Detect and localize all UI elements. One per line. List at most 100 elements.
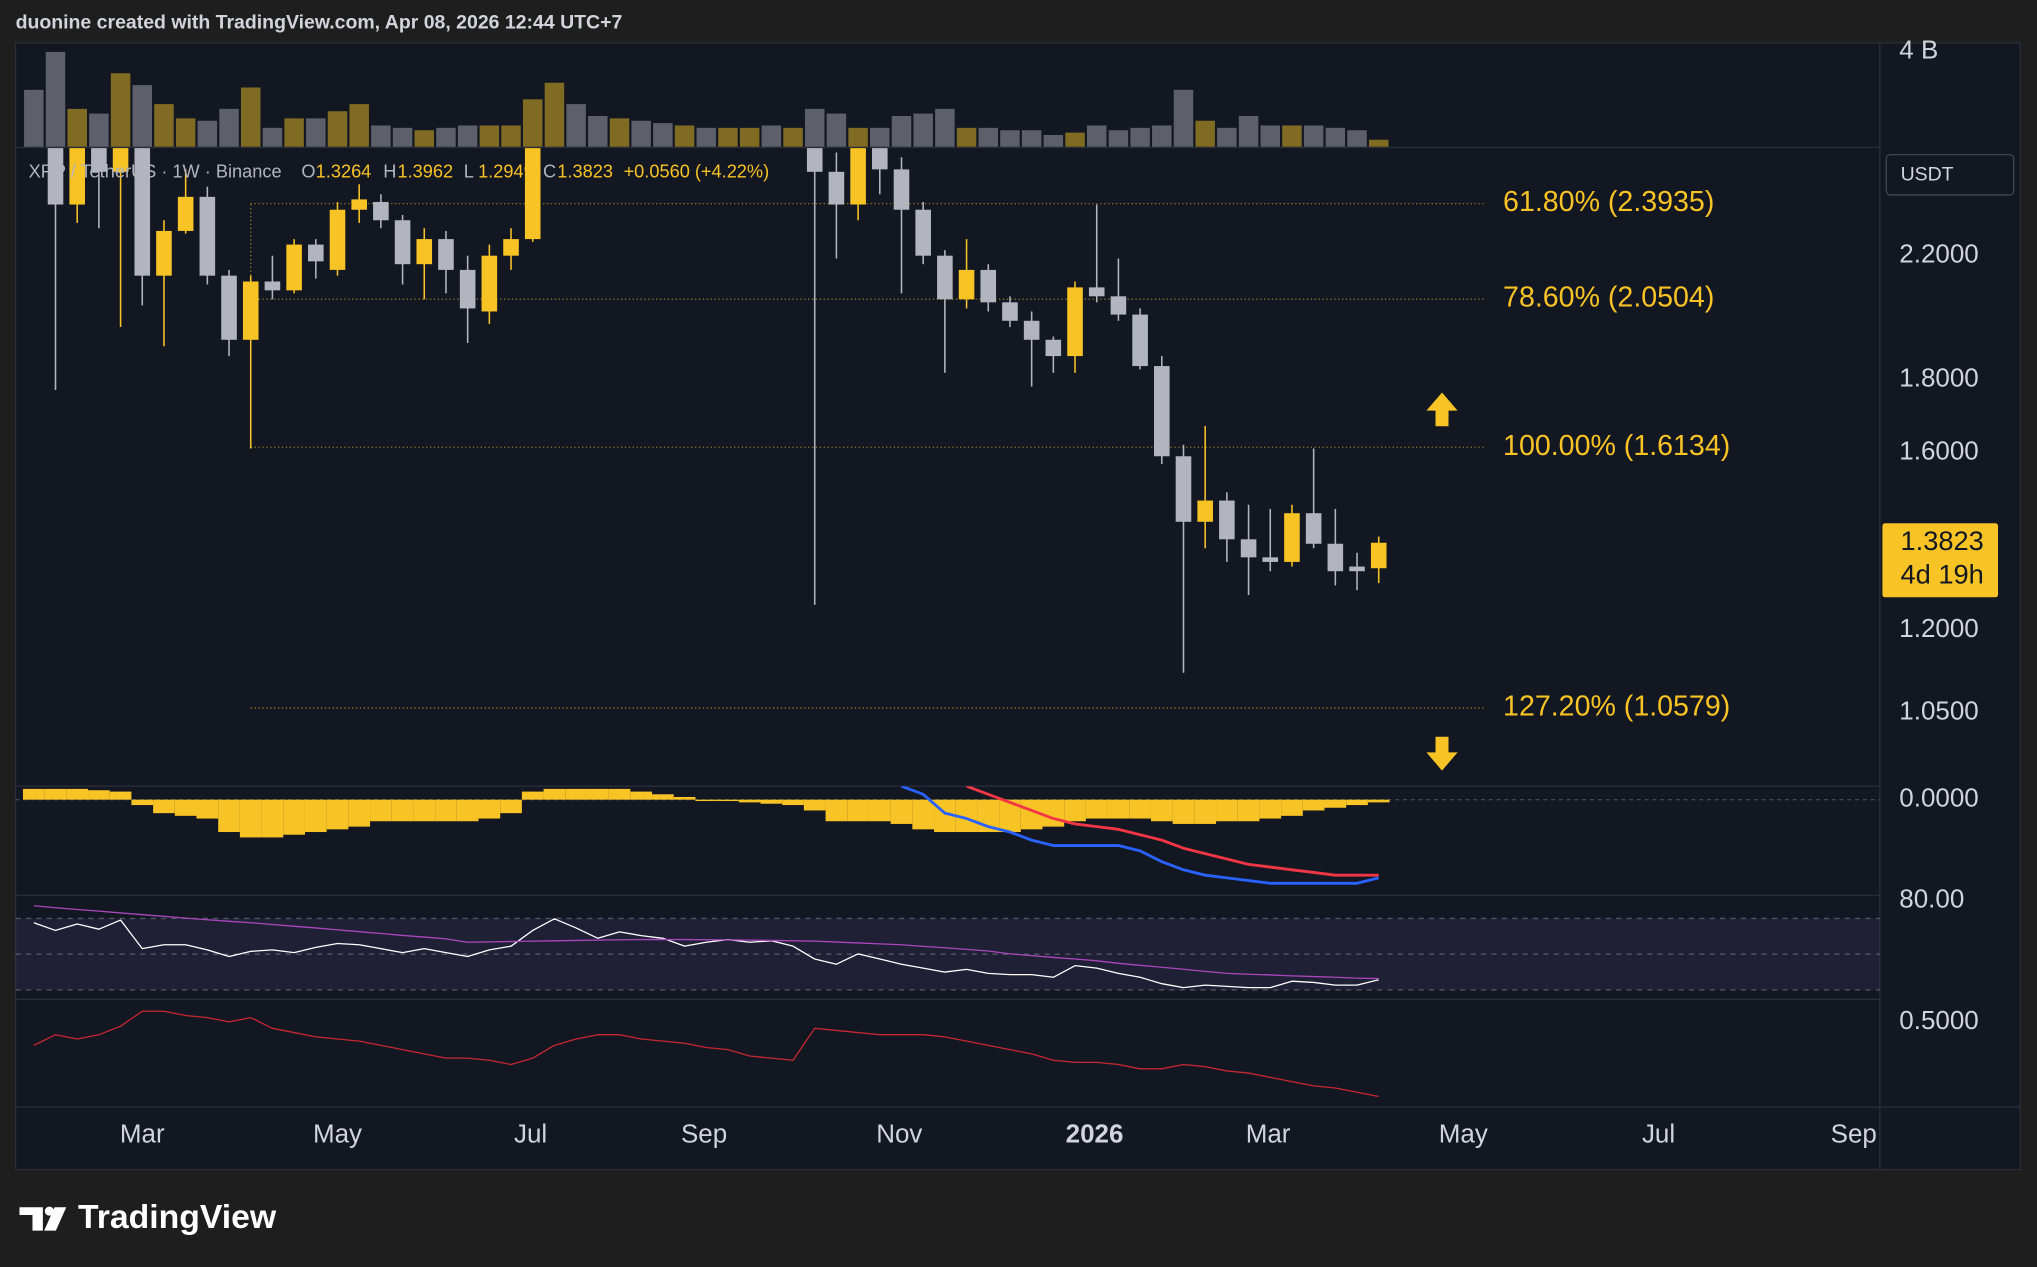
y-tick-label: 1.8000 [1899,363,1978,393]
indicator-line [33,905,1379,980]
currency-box[interactable] [1885,153,2015,196]
macd-histogram-bar [1346,799,1368,806]
macd-histogram-bar [326,799,349,830]
fib-label: 127.20% (1.0579) [1503,690,1730,722]
y-tick-label: 80.00 [1899,883,1964,913]
last-price-label: 1.3823 [1900,525,1983,556]
macd-histogram-bar [630,791,653,800]
macd-histogram-bar [348,799,371,827]
volume-bar [219,108,239,147]
y-tick-label: 1.0500 [1899,695,1978,725]
candle-body [1132,314,1148,367]
candle-body [177,196,194,231]
volume-bar [1217,127,1237,147]
macd-histogram-bar [153,799,175,814]
volume-bar [240,87,261,147]
macd-histogram-bar [196,799,219,819]
macd-histogram-bar [912,799,935,830]
candle-body [1002,302,1018,321]
indicator-line [33,1010,1379,1098]
candle-body [958,269,975,300]
candle-body [459,269,476,309]
macd-histogram-bar [1107,799,1130,819]
volume-bar [653,123,673,147]
fib-label: 61.80% (2.3935) [1503,186,1714,218]
macd-histogram-bar [239,799,262,838]
volume-bar [414,130,435,147]
volume-bar [1325,127,1346,147]
candle-body [286,244,302,291]
fib-label: 78.60% (2.0504) [1503,282,1714,314]
macd-histogram-bar [66,788,89,800]
candle-body [1045,339,1062,357]
candle-body [1175,456,1192,522]
volume-bar [1260,125,1281,147]
candle-body [1262,557,1279,562]
macd-histogram-bar [304,799,327,833]
down-arrow [1426,736,1458,771]
candle-body [1284,513,1300,562]
volume-bar [1347,130,1367,147]
volume-bar [783,127,803,147]
last-price-box [1882,523,1999,598]
macd-histogram-bar [825,799,848,822]
macd-histogram-bar [1237,799,1260,822]
x-tick-label: May [313,1119,362,1149]
volume-bar [262,127,283,147]
macd-histogram-bar [88,790,110,800]
candle-body [872,148,888,170]
x-tick-label: Nov [876,1119,922,1149]
volume-bar [1195,120,1215,147]
candle-body [242,281,259,340]
volume-bar [371,125,391,147]
volume-bar [522,99,543,147]
macd-histogram-bar [370,799,392,822]
volume-bar [392,127,413,147]
volume-bar [501,125,521,147]
volume-bar [588,115,608,147]
macd-histogram-bar [1324,799,1347,808]
header: duonine created with TradingView.com, Ap… [16,12,623,34]
up-arrow [1426,392,1458,427]
macd-histogram-bar [782,799,804,806]
currency-label[interactable]: USDT [1901,164,1954,186]
volume-bar [913,113,933,147]
macd-histogram-bar [803,799,826,811]
x-tick-label: Jul [514,1119,547,1149]
volume-bar [479,125,500,147]
candle-body [134,148,151,276]
candle-body [915,209,931,256]
x-tick-label: Mar [1246,1119,1291,1149]
macd-histogram-bar [1129,799,1151,819]
macd-histogram-bar [478,799,501,819]
candle-body [264,281,281,291]
y-tick-label: 1.6000 [1899,435,1978,465]
candle-body [308,244,324,262]
volume-bar [544,82,565,147]
macd-histogram-bar [1064,799,1086,822]
volume-bar [674,125,695,147]
volume-bar [1152,125,1172,147]
candle-body [503,239,519,256]
volume-bar [761,125,782,147]
candle-body [416,239,433,265]
macd-histogram-bar [435,799,457,822]
macd-histogram-bar [717,799,739,802]
candle-body [806,148,823,172]
volume-bar [891,115,912,147]
macd-histogram-bar [174,799,197,816]
candle-body [112,148,129,172]
volume-bar [718,127,738,147]
candle-body [438,239,454,270]
macd-histogram-bar [1259,799,1282,819]
volume-bar [436,127,456,147]
volume-bar [1043,134,1064,147]
volume-bar [696,127,717,147]
macd-histogram-bar [44,788,67,800]
macd-histogram-bar [695,799,718,802]
candle-body [481,255,498,312]
candle-body [1349,566,1365,572]
volume-bar [848,127,868,147]
candle-body [1370,542,1387,569]
logo-text: TradingView [78,1198,277,1236]
